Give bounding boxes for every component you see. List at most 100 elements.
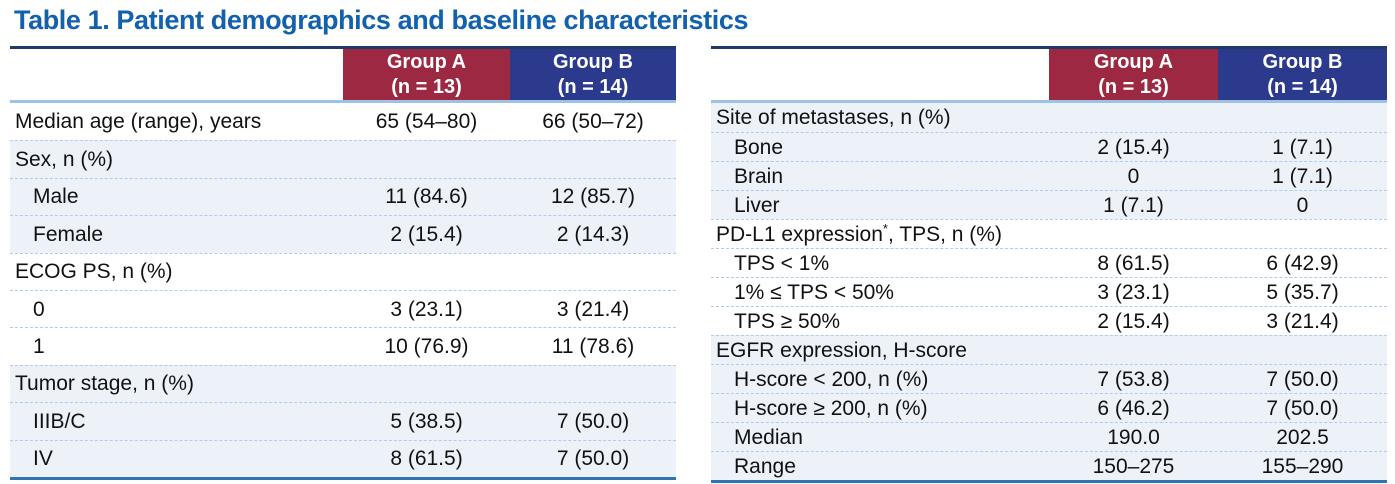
cell-group-a: 8 (61.5): [390, 447, 463, 471]
column-header-group-b: Group B (n = 14): [510, 49, 676, 100]
cell-group-a: 7 (53.8): [1097, 367, 1170, 391]
cell-group-b: 6 (42.9): [1266, 251, 1339, 275]
cell-group-a: 190.0: [1107, 425, 1160, 449]
group-a-name: Group A: [1093, 50, 1174, 73]
table-row: H-score ≥ 200, n (%) 6 (46.2) 7 (50.0): [711, 393, 1387, 422]
row-label: H-score ≥ 200, n (%): [734, 396, 928, 420]
row-label: Range: [734, 454, 796, 478]
footnote-marker: *: [882, 220, 888, 236]
column-header-group-a: Group A (n = 13): [1049, 49, 1218, 100]
cell-group-b: 2 (14.3): [556, 222, 630, 246]
cell-group-b: 1 (7.1): [1272, 135, 1333, 159]
cell-group-b: 12 (85.7): [550, 185, 636, 209]
page-title: Table 1. Patient demographics and baseli…: [14, 5, 749, 35]
row-label: PD-L1 expression*, TPS, n (%): [716, 220, 1002, 246]
row-label: Site of metastases, n (%): [716, 106, 951, 129]
table-row: H-score < 200, n (%) 7 (53.8) 7 (50.0): [711, 364, 1387, 393]
table-row: ECOG PS, n (%): [10, 252, 676, 290]
table-row: 1 10 (76.9) 11 (78.6): [10, 327, 676, 364]
cell-group-b: 3 (21.4): [556, 297, 630, 321]
group-a-n: (n = 13): [1098, 75, 1169, 98]
cell-group-b: 66 (50–72): [542, 110, 644, 134]
group-b-name: Group B: [1262, 50, 1343, 73]
cell-group-b: 7 (50.0): [556, 409, 630, 433]
cell-group-a: 3 (23.1): [1097, 280, 1170, 304]
table-row: Tumor stage, n (%): [10, 364, 676, 403]
table-row: Female 2 (15.4) 2 (14.3): [10, 215, 676, 253]
cell-group-a: 150–275: [1092, 454, 1175, 478]
cell-group-b: 1 (7.1): [1272, 164, 1333, 188]
column-header-group-a: Group A (n = 13): [343, 49, 510, 100]
table-row: PD-L1 expression*, TPS, n (%): [711, 219, 1387, 248]
table-row: Male 11 (84.6) 12 (85.7): [10, 177, 676, 216]
table-row: TPS ≥ 50% 2 (15.4) 3 (21.4): [711, 306, 1387, 335]
group-b-n: (n = 14): [1267, 75, 1338, 98]
row-label: Tumor stage, n (%): [15, 372, 194, 396]
cell-group-b: 7 (50.0): [1266, 367, 1339, 391]
group-a-name: Group A: [386, 50, 467, 73]
row-label: Sex, n (%): [15, 148, 114, 172]
cell-group-a: 1 (7.1): [1103, 193, 1164, 217]
cell-group-a: 10 (76.9): [384, 335, 469, 359]
header-spacer: [711, 49, 1049, 100]
table-header: Group A (n = 13) Group B (n = 14): [10, 46, 676, 103]
row-label: Median: [734, 425, 803, 449]
row-label: 0: [33, 297, 45, 321]
cell-group-b: 0: [1296, 193, 1309, 217]
cell-group-b: 7 (50.0): [556, 447, 630, 471]
row-label: IV: [33, 447, 53, 471]
row-label: Male: [33, 185, 79, 209]
row-label: IIIB/C: [33, 409, 86, 433]
table-header: Group A (n = 13) Group B (n = 14): [711, 46, 1387, 103]
table-row: Site of metastases, n (%): [711, 103, 1387, 132]
row-label: Female: [33, 222, 104, 246]
cell-group-b: 155–290: [1261, 454, 1344, 478]
table-row: IV 8 (61.5) 7 (50.0): [10, 439, 676, 477]
table-row: 0 3 (23.1) 3 (21.4): [10, 289, 676, 327]
group-a-n: (n = 13): [391, 75, 462, 98]
table-body: Site of metastases, n (%) Bone 2 (15.4) 1 (…: [711, 103, 1387, 483]
table-body: Median age (range), years 65 (54–80) 66 (5…: [10, 103, 676, 480]
table-row: Sex, n (%): [10, 140, 676, 178]
cell-group-a: 2 (15.4): [1097, 135, 1170, 159]
cell-group-b: 5 (35.7): [1266, 280, 1339, 304]
table-row: Brain 0 1 (7.1): [711, 161, 1387, 190]
cell-group-b: 3 (21.4): [1266, 309, 1339, 333]
table-row: Bone 2 (15.4) 1 (7.1): [711, 132, 1387, 161]
table-row: TPS < 1% 8 (61.5) 6 (42.9): [711, 248, 1387, 277]
table-row: Liver 1 (7.1) 0: [711, 190, 1387, 219]
cell-group-a: 8 (61.5): [1097, 251, 1170, 275]
cell-group-a: 11 (84.6): [385, 185, 468, 209]
row-label: EGFR expression, H-score: [716, 338, 967, 362]
row-label: 1% ≤ TPS < 50%: [734, 280, 894, 304]
demographics-table: Group A (n = 13) Group B (n = 14) Median…: [10, 46, 676, 483]
group-b-name: Group B: [553, 50, 633, 73]
header-spacer: [10, 49, 343, 100]
cell-group-a: 5 (38.5): [390, 409, 463, 433]
cell-group-b: 7 (50.0): [1266, 396, 1339, 420]
row-label: Median age (range), years: [15, 110, 262, 134]
tables-container: Group A (n = 13) Group B (n = 14) Median…: [10, 46, 1387, 483]
row-label: TPS ≥ 50%: [734, 309, 841, 333]
row-label: 1: [33, 335, 45, 359]
column-header-group-b: Group B (n = 14): [1218, 49, 1387, 100]
cell-group-a: 2 (15.4): [1097, 309, 1170, 333]
cell-group-a: 0: [1127, 164, 1140, 188]
row-label: TPS < 1%: [734, 251, 830, 275]
table-row: EGFR expression, H-score: [711, 335, 1387, 364]
table-row: Median 190.0 202.5: [711, 422, 1387, 451]
table-row: 1% ≤ TPS < 50% 3 (23.1) 5 (35.7): [711, 277, 1387, 306]
cell-group-a: 65 (54–80): [375, 110, 478, 134]
cell-group-a: 2 (15.4): [390, 222, 463, 246]
row-label: ECOG PS, n (%): [15, 260, 173, 284]
group-b-n: (n = 14): [557, 75, 629, 98]
cell-group-a: 3 (23.1): [390, 297, 463, 321]
table-row: IIIB/C 5 (38.5) 7 (50.0): [10, 402, 676, 440]
characteristics-table: Group A (n = 13) Group B (n = 14) Site o…: [711, 46, 1387, 483]
cell-group-b: 202.5: [1276, 425, 1329, 449]
row-label: Liver: [734, 193, 780, 217]
row-label: H-score < 200, n (%): [734, 367, 929, 391]
cell-group-a: 6 (46.2): [1097, 396, 1170, 420]
table-row: Range 150–275 155–290: [711, 451, 1387, 480]
